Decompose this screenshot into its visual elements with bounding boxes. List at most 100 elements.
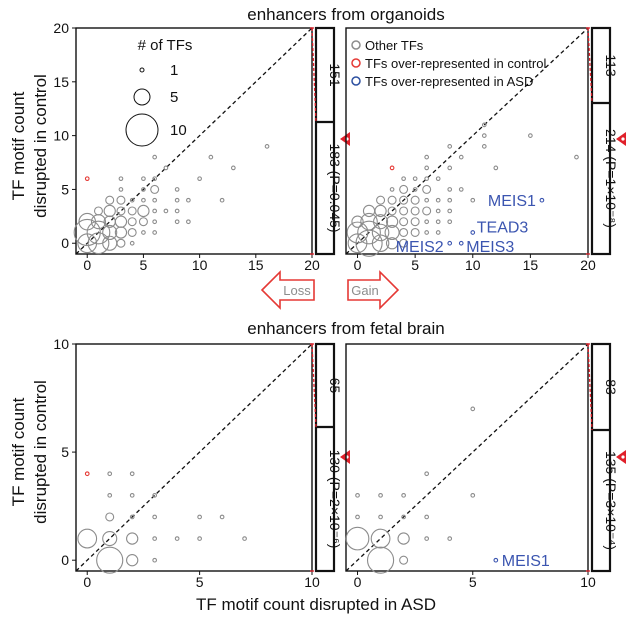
tf-label: TEAD3 — [477, 219, 529, 236]
data-point — [399, 555, 409, 565]
count-upper-label: 83 — [603, 379, 619, 395]
data-point — [399, 184, 409, 194]
panel-organoid-gain: 0 5 10 15 20 MEIS1 TEAD3 MEIS3 MEIS2 113 214 (P=1×… — [345, 26, 626, 273]
data-point — [399, 227, 409, 237]
count-bar — [590, 26, 612, 256]
x-tick-label: 10 — [192, 257, 208, 273]
diagonal-line — [75, 27, 313, 255]
data-point — [470, 230, 476, 235]
data-point — [481, 144, 487, 149]
data-point — [447, 536, 453, 541]
x-tick-label: 10 — [304, 574, 320, 590]
y-tick-label: 10 — [53, 128, 69, 144]
data-point — [493, 165, 499, 171]
data-point — [370, 528, 391, 549]
data-point — [197, 536, 202, 541]
data-point — [186, 197, 191, 203]
panel-fetal-gain: 0 5 10 MEIS1 83 135 (P=3×10⁻⁴) — [345, 342, 626, 590]
split-connector — [311, 343, 317, 428]
data-point — [424, 219, 430, 225]
y-tick-label: 5 — [61, 181, 69, 197]
legend-label-control: TFs over-represented in control — [365, 56, 546, 71]
data-point — [378, 492, 383, 498]
x-tick-label: 15 — [523, 257, 539, 273]
legend-marker-asd — [351, 76, 361, 86]
count-upper-label: 151 — [327, 63, 343, 87]
diagonal-line — [75, 343, 313, 572]
data-point — [174, 219, 180, 225]
plot-frame — [345, 27, 589, 255]
data-point — [105, 195, 115, 205]
data-point — [152, 514, 158, 520]
data-point — [73, 218, 101, 247]
data-point — [264, 144, 270, 149]
y-tick-label: 0 — [61, 552, 69, 568]
data-point — [435, 208, 441, 214]
data-point — [539, 197, 545, 203]
data-point — [355, 514, 360, 520]
data-point — [371, 223, 390, 242]
x-tick-label: 0 — [354, 257, 362, 273]
data-point — [435, 219, 441, 225]
data-point — [447, 187, 453, 192]
data-point — [435, 176, 441, 182]
significance-marker-dot — [621, 455, 625, 459]
data-point — [422, 206, 432, 216]
count-bar — [314, 342, 336, 573]
significance-marker — [340, 450, 350, 464]
x-tick-label: 0 — [83, 257, 91, 273]
data-point — [481, 122, 487, 128]
split-connector — [587, 343, 593, 431]
count-lower-label: 135 (P=3×10⁻⁴) — [603, 451, 619, 550]
data-point — [410, 227, 420, 237]
size-legend-circle-1 — [139, 67, 145, 73]
data-point — [410, 206, 420, 216]
y-tick-label: 0 — [61, 235, 69, 251]
panel-fetal-loss: 0 5 10 0 5 10 65 130 (P=2×10⁻⁶) — [53, 336, 350, 590]
data-point — [447, 240, 453, 246]
data-point — [152, 557, 158, 563]
data-point — [528, 133, 533, 138]
data-point — [84, 176, 90, 182]
svg-text:Gain: Gain — [351, 283, 378, 298]
data-point — [77, 528, 98, 549]
data-point — [387, 206, 397, 216]
data-point — [385, 237, 399, 250]
data-point — [447, 219, 453, 225]
data-point — [355, 492, 360, 498]
data-point — [114, 215, 128, 228]
data-point — [362, 204, 376, 218]
svg-text:disrupted in control: disrupted in control — [31, 380, 50, 524]
data-point — [197, 514, 202, 520]
data-point — [103, 204, 116, 218]
data-point — [141, 230, 146, 235]
data-point — [86, 220, 111, 245]
y-tick-label: 20 — [53, 20, 69, 36]
data-point — [129, 240, 135, 246]
data-point — [208, 154, 214, 160]
significance-marker — [616, 132, 626, 146]
data-point — [458, 240, 464, 246]
gain-arrow: Gain — [347, 270, 400, 310]
data-point — [458, 154, 464, 160]
loss-arrow: Loss — [260, 270, 315, 310]
data-point — [424, 471, 430, 477]
plot-frame — [75, 343, 313, 572]
tf-label: MEIS1 — [488, 193, 536, 210]
data-point — [345, 526, 370, 551]
y-tick-label: 5 — [61, 444, 69, 460]
x-tick-label: 10 — [465, 257, 481, 273]
data-point — [174, 197, 180, 203]
tf-label: MEIS3 — [466, 239, 514, 256]
data-point — [574, 154, 579, 160]
data-point — [105, 512, 115, 522]
data-point — [174, 208, 180, 214]
significance-marker-dot — [621, 137, 625, 141]
data-point — [366, 546, 395, 574]
data-point — [116, 206, 126, 216]
data-point — [447, 208, 453, 214]
data-point — [376, 195, 386, 205]
data-point — [102, 235, 118, 251]
data-point — [351, 215, 364, 228]
